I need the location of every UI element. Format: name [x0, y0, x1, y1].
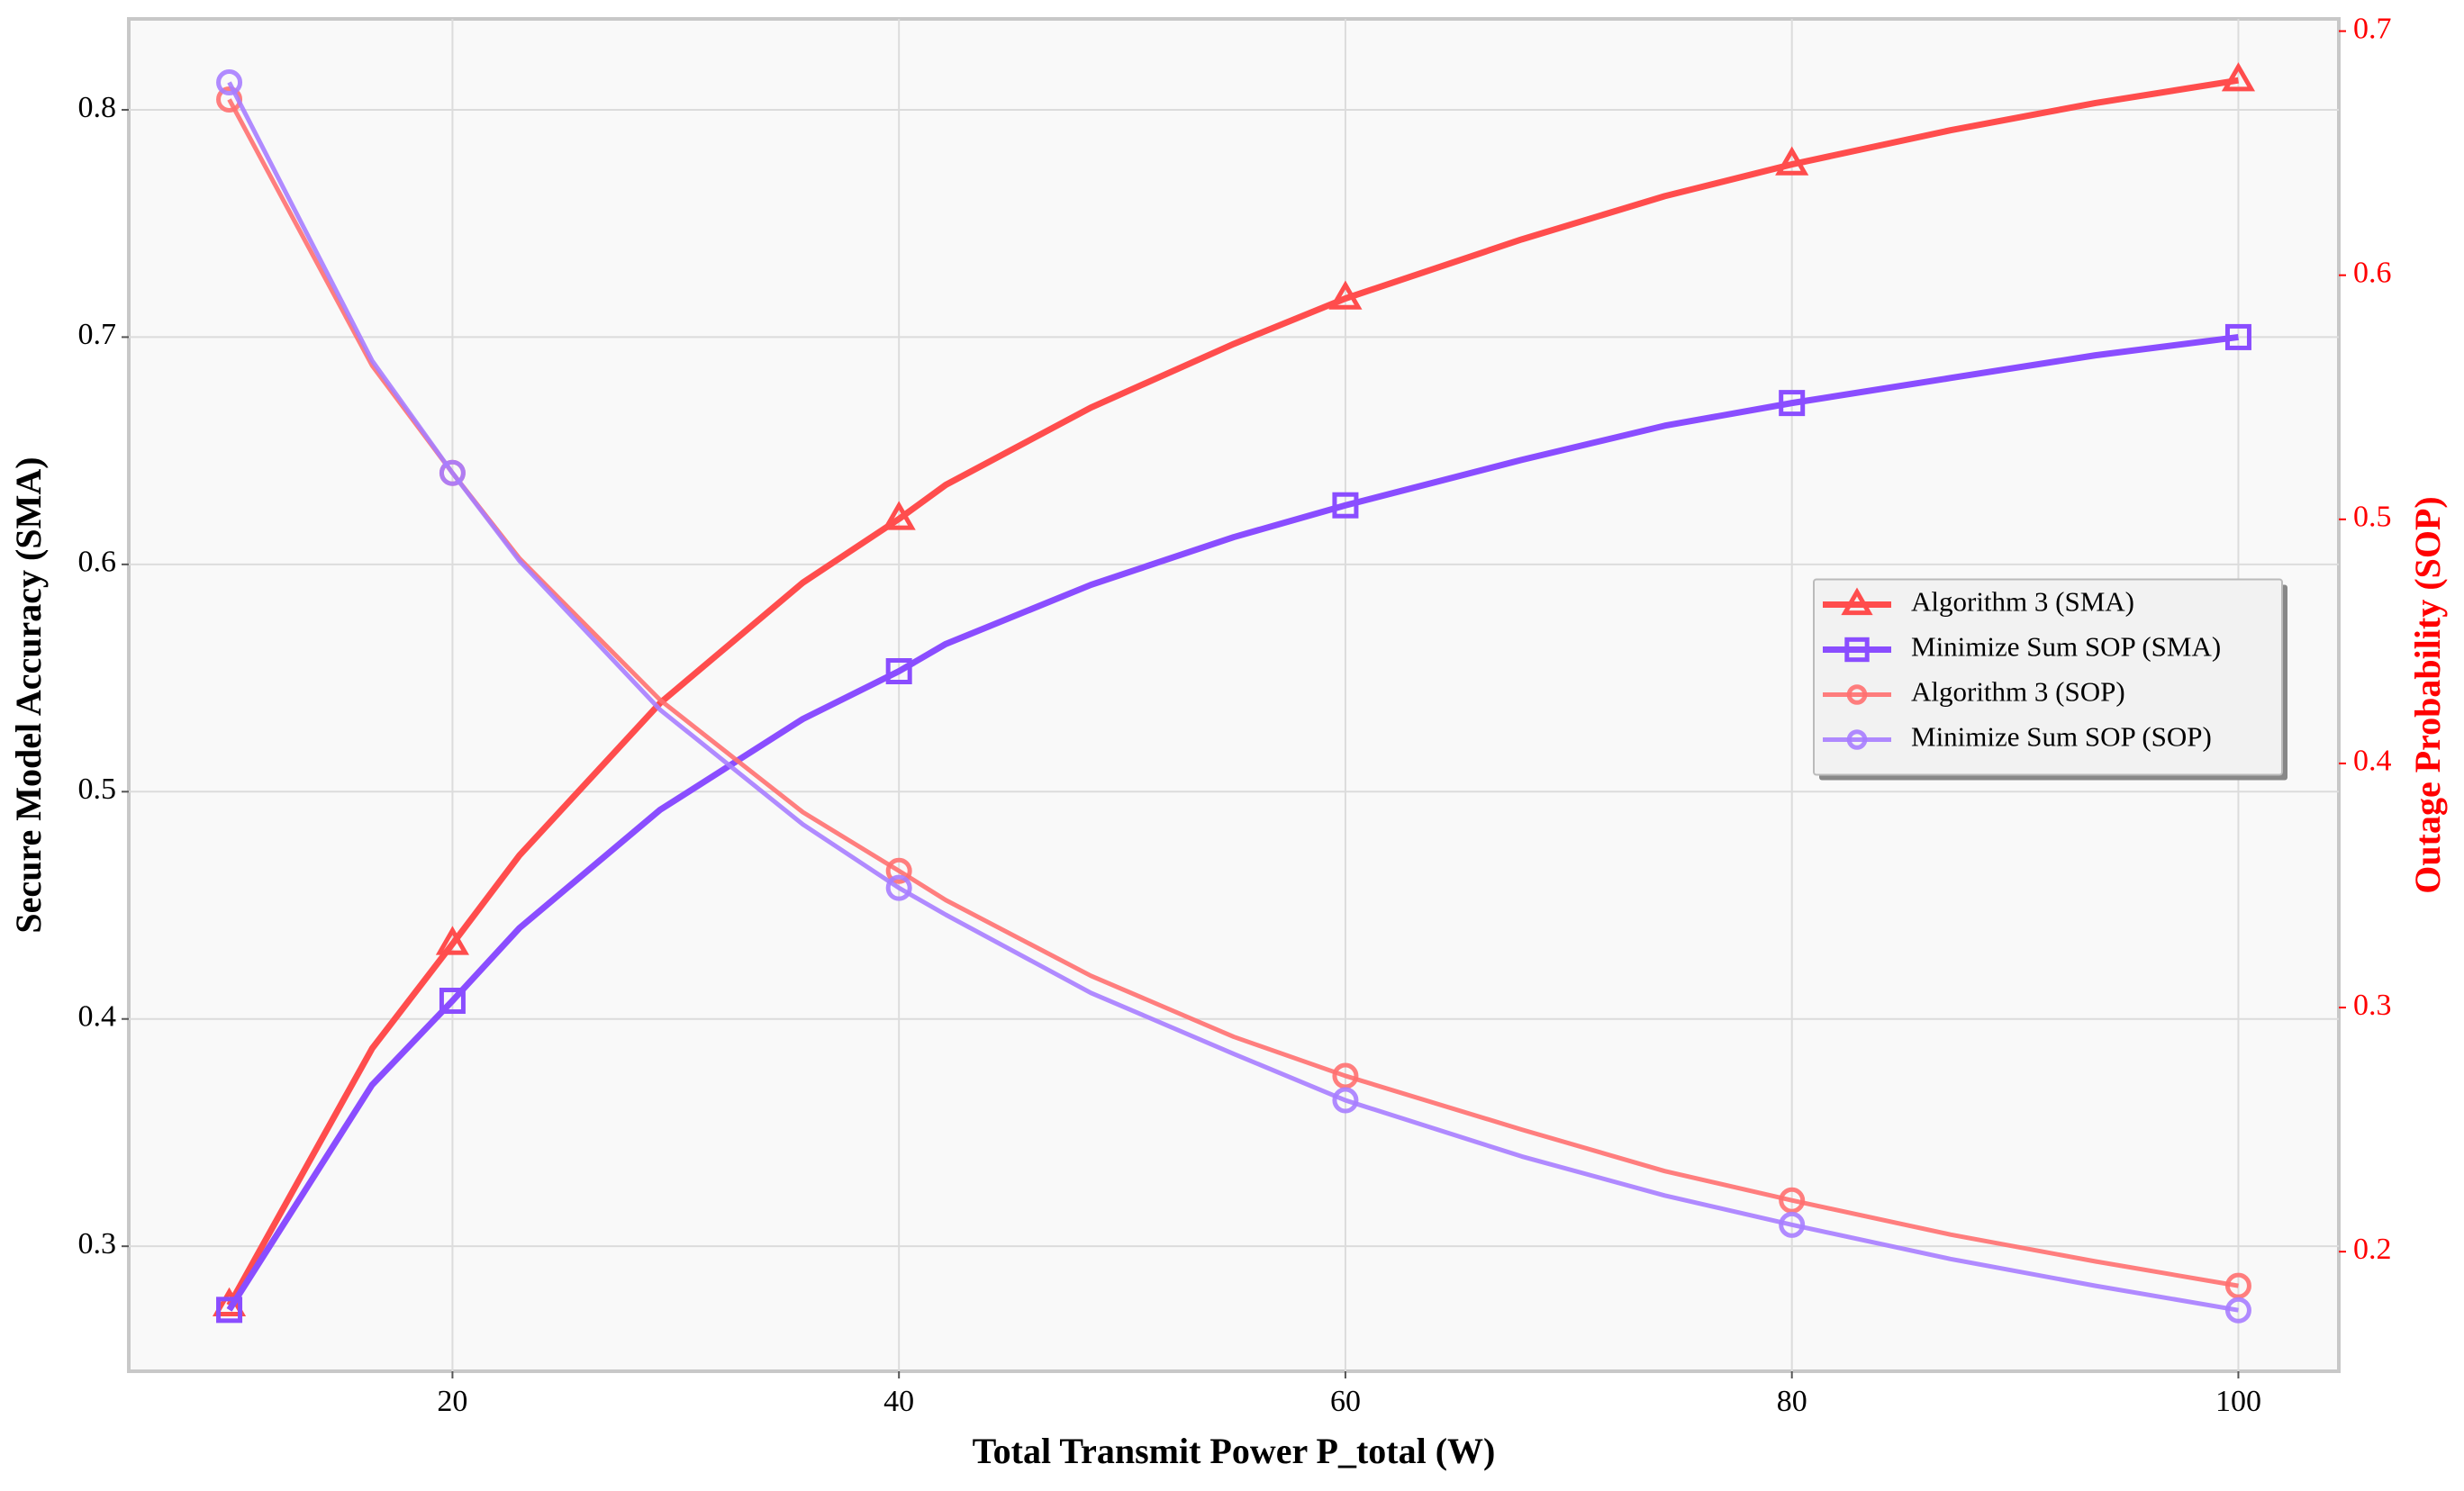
- x-tick-label: 100: [2215, 1385, 2261, 1418]
- y-tick-label: 0.7: [78, 318, 117, 351]
- legend-label: Algorithm 3 (SOP): [1911, 676, 2125, 708]
- marker: [216, 68, 243, 95]
- x-tick-label: 60: [1330, 1385, 1361, 1418]
- marker: [885, 657, 912, 684]
- legend-marker: [1846, 729, 1868, 750]
- marker: [885, 857, 912, 884]
- x-tick-label: 40: [883, 1385, 914, 1418]
- legend-marker: [1846, 684, 1868, 705]
- marker: [1332, 1062, 1359, 1089]
- legend-marker: [1844, 637, 1870, 663]
- marker: [1328, 280, 1363, 310]
- grid: [129, 19, 2339, 1371]
- y-tick-label: 0.8: [78, 91, 117, 124]
- marker: [2224, 323, 2251, 350]
- marker: [435, 926, 469, 955]
- marker: [2224, 1297, 2251, 1324]
- legend: Algorithm 3 (SMA) Minimize Sum SOP (SMA) A…: [1813, 578, 2287, 781]
- y-axis-label: Secure Model Accuracy (SMA): [8, 456, 49, 933]
- legend-label: Minimize Sum SOP (SMA): [1911, 631, 2221, 663]
- y-tick-label: 0.6: [78, 546, 117, 579]
- marker: [1779, 390, 1806, 417]
- x-tick-label: 20: [437, 1385, 467, 1418]
- legend-label: Minimize Sum SOP (SOP): [1911, 721, 2212, 753]
- legend-label: Algorithm 3 (SMA): [1911, 586, 2134, 618]
- y2-axis-label: Outage Probability (SOP): [2407, 496, 2448, 893]
- series-line: [226, 333, 2239, 1312]
- marker: [2221, 62, 2256, 92]
- x-axis-label: Total Transmit Power P_total (W): [973, 1431, 1496, 1471]
- marker: [885, 874, 912, 901]
- y-tick-label: 0.5: [78, 773, 117, 806]
- y-tick-label: 0.4: [78, 1000, 117, 1034]
- legend-marker: [1841, 587, 1873, 616]
- y2-tick-label: 0.5: [2353, 501, 2392, 534]
- series-line: [227, 81, 2239, 1313]
- y2-tick-label: 0.3: [2353, 989, 2392, 1022]
- y2-tick-label: 0.2: [2353, 1233, 2392, 1266]
- marker: [439, 459, 466, 486]
- marker: [1332, 1087, 1359, 1114]
- y2-tick-label: 0.6: [2353, 256, 2392, 289]
- y2-tick-label: 0.4: [2353, 745, 2392, 778]
- y-tick-label: 0.3: [78, 1227, 117, 1261]
- marker: [882, 501, 916, 530]
- marker: [439, 988, 466, 1015]
- legend-box: [1813, 578, 2283, 776]
- marker: [2224, 1272, 2251, 1299]
- x-tick-label: 80: [1777, 1385, 1807, 1418]
- series-line: [226, 77, 2240, 1307]
- marker: [1775, 146, 1809, 176]
- marker: [1332, 492, 1359, 519]
- marker: [216, 1297, 243, 1324]
- y2-tick-label: 0.7: [2353, 12, 2392, 45]
- marker: [1779, 1187, 1806, 1214]
- marker: [1779, 1211, 1806, 1238]
